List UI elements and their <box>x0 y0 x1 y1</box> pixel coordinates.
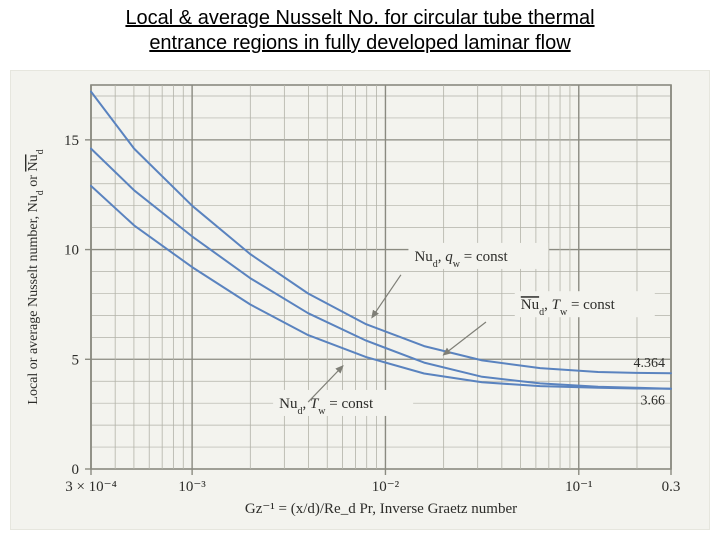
x-axis-label: Gz⁻¹ = (x/d)/Re_d Pr, Inverse Graetz num… <box>245 501 517 517</box>
x-tick-label: 10⁻² <box>372 479 400 495</box>
x-tick-label: 3 × 10⁻⁴ <box>65 479 117 495</box>
x-tick-label: 10⁻³ <box>178 479 206 495</box>
x-tick-label: 10⁻¹ <box>565 479 592 495</box>
y-axis-label: Local or average Nusselt number, Nud or … <box>26 149 46 404</box>
asymptote-label-upper: 4.364 <box>634 356 666 371</box>
y-tick-label: 10 <box>64 243 79 259</box>
page-title: Local & average Nusselt No. for circular… <box>0 6 720 56</box>
chart-svg: 0 5 10 15 3 × 10⁻⁴ 10⁻³ 10⁻² 10⁻¹ 0.3 Gz⁻¹ = (x/d… <box>11 71 709 529</box>
title-line-1: Local & average Nusselt No. for circular… <box>125 7 594 29</box>
y-tick-label: 5 <box>72 352 80 368</box>
x-tick-label: 0.3 <box>662 479 681 495</box>
title-line-2: entrance regions in fully developed lami… <box>149 32 570 54</box>
nusselt-chart: 0 5 10 15 3 × 10⁻⁴ 10⁻³ 10⁻² 10⁻¹ 0.3 Gz⁻¹ = (x/d… <box>10 70 710 530</box>
y-tick-label: 15 <box>64 133 79 149</box>
asymptote-label-lower: 3.66 <box>641 394 666 409</box>
y-tick-label: 0 <box>72 462 80 478</box>
